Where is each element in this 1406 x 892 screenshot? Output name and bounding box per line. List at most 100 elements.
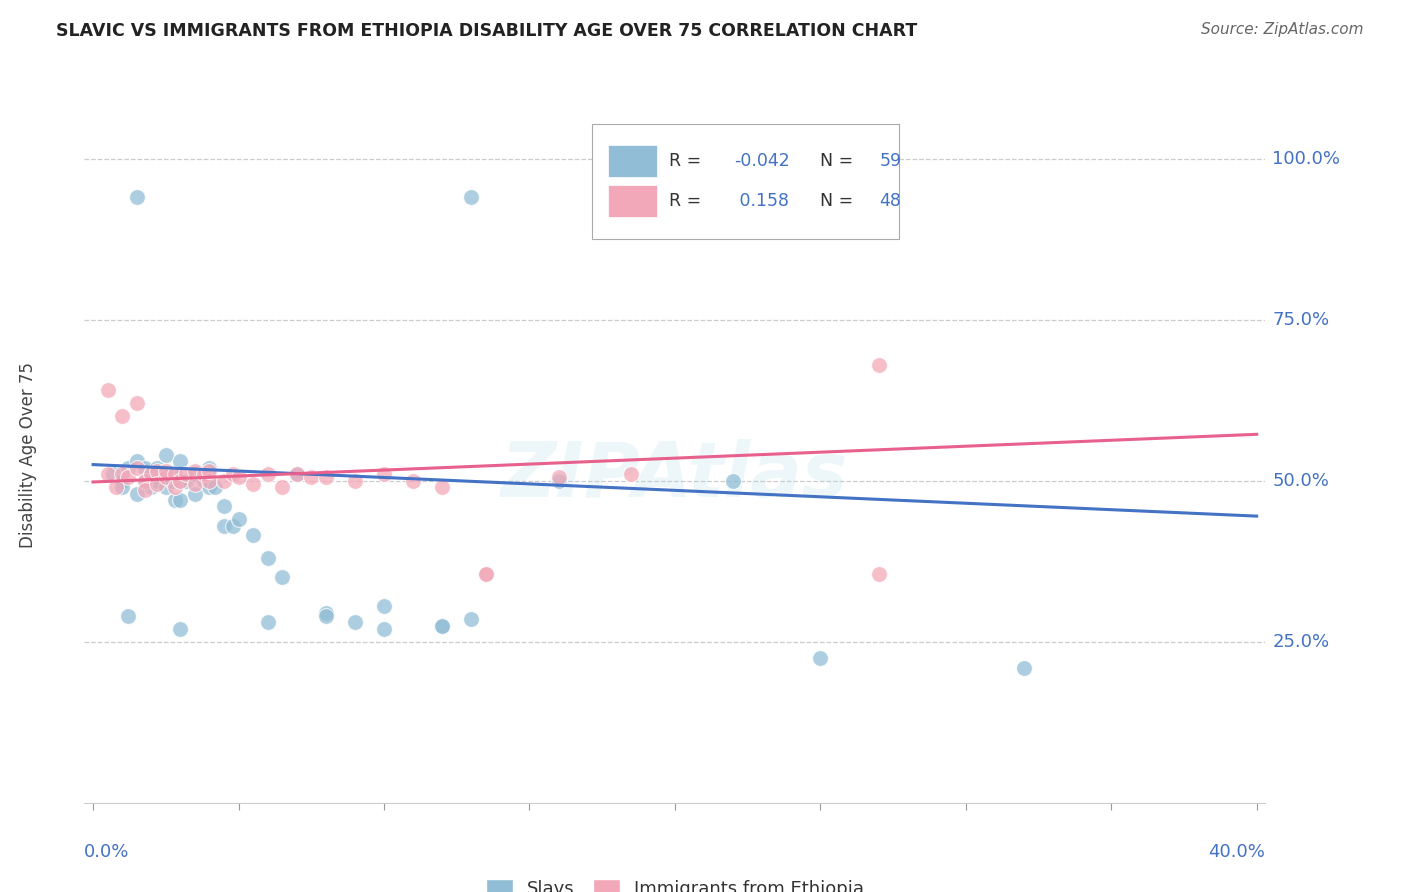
Point <box>228 470 250 484</box>
Point <box>146 476 169 491</box>
FancyBboxPatch shape <box>592 124 900 239</box>
Point <box>163 480 186 494</box>
Point <box>256 467 278 482</box>
Point <box>134 483 156 498</box>
Text: 59: 59 <box>879 153 901 170</box>
Point <box>163 467 186 482</box>
Point <box>111 409 134 424</box>
Text: -0.042: -0.042 <box>734 153 790 170</box>
Point <box>547 474 569 488</box>
Point <box>155 464 177 478</box>
Text: 0.0%: 0.0% <box>84 843 129 861</box>
Point <box>212 518 235 533</box>
Point <box>460 190 482 204</box>
Point <box>134 474 156 488</box>
Point <box>125 460 148 475</box>
Point <box>256 615 278 630</box>
Point <box>117 609 139 624</box>
Point <box>212 500 235 514</box>
Point <box>146 464 169 478</box>
Point <box>222 467 245 482</box>
Point <box>174 467 197 482</box>
Point <box>285 467 308 482</box>
Point <box>146 460 169 475</box>
Point <box>373 622 395 636</box>
Point <box>271 480 294 494</box>
Point <box>198 480 221 494</box>
Point <box>111 474 134 488</box>
Point <box>193 474 215 488</box>
Text: 25.0%: 25.0% <box>1272 632 1330 651</box>
Point <box>134 460 156 475</box>
Point <box>193 467 215 482</box>
Text: N =: N = <box>820 153 859 170</box>
Point <box>373 599 395 614</box>
FancyBboxPatch shape <box>607 145 657 178</box>
Point <box>430 618 453 632</box>
Text: R =: R = <box>669 192 707 210</box>
Point <box>475 567 498 582</box>
Point <box>125 396 148 410</box>
Point <box>212 474 235 488</box>
Point <box>242 528 264 542</box>
Point <box>402 474 425 488</box>
Point <box>256 551 278 566</box>
Point <box>125 486 148 500</box>
Point <box>271 570 294 584</box>
Point <box>430 618 453 632</box>
Point <box>868 567 890 582</box>
Point <box>373 467 395 482</box>
Point <box>97 467 120 482</box>
Text: 75.0%: 75.0% <box>1272 310 1330 328</box>
Point <box>97 384 120 398</box>
Text: R =: R = <box>669 153 707 170</box>
Point <box>547 470 569 484</box>
Point <box>141 467 163 482</box>
Point <box>204 480 226 494</box>
Point <box>343 474 366 488</box>
Text: 100.0%: 100.0% <box>1272 150 1340 168</box>
Point <box>111 467 134 482</box>
Point <box>160 474 183 488</box>
Point <box>343 615 366 630</box>
Point <box>198 464 221 478</box>
Point <box>315 606 337 620</box>
Text: 0.158: 0.158 <box>734 192 789 210</box>
Legend: Slavs, Immigrants from Ethiopia: Slavs, Immigrants from Ethiopia <box>478 871 872 892</box>
Point <box>228 512 250 526</box>
Text: ZIPAtlas: ZIPAtlas <box>501 439 849 513</box>
Point <box>808 651 831 665</box>
Point <box>134 474 156 488</box>
Point <box>198 460 221 475</box>
Point <box>125 190 148 204</box>
Point <box>299 470 322 484</box>
Point <box>184 486 207 500</box>
Point <box>169 454 191 468</box>
Point <box>430 480 453 494</box>
Text: N =: N = <box>820 192 859 210</box>
Point <box>285 467 308 482</box>
Point <box>222 518 245 533</box>
Text: Source: ZipAtlas.com: Source: ZipAtlas.com <box>1201 22 1364 37</box>
Text: 50.0%: 50.0% <box>1272 472 1329 490</box>
Point <box>169 474 191 488</box>
Point <box>105 480 128 494</box>
Point <box>163 467 186 482</box>
Point <box>315 609 337 624</box>
Point <box>155 480 177 494</box>
Point <box>198 474 221 488</box>
Point <box>117 470 139 484</box>
Point <box>155 448 177 462</box>
Point <box>141 467 163 482</box>
Text: Disability Age Over 75: Disability Age Over 75 <box>20 362 37 548</box>
Point <box>868 358 890 372</box>
Point <box>460 612 482 626</box>
Point <box>174 474 197 488</box>
Point <box>117 460 139 475</box>
Point <box>620 467 643 482</box>
Point <box>146 474 169 488</box>
Point <box>169 493 191 508</box>
Text: 48: 48 <box>879 192 901 210</box>
Point <box>163 493 186 508</box>
Text: SLAVIC VS IMMIGRANTS FROM ETHIOPIA DISABILITY AGE OVER 75 CORRELATION CHART: SLAVIC VS IMMIGRANTS FROM ETHIOPIA DISAB… <box>56 22 918 40</box>
